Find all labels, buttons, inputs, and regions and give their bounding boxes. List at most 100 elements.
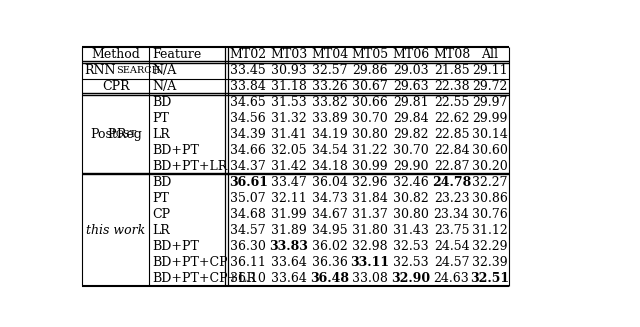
Text: 31.99: 31.99 bbox=[271, 208, 307, 221]
Text: 23.75: 23.75 bbox=[434, 224, 469, 237]
Text: 33.89: 33.89 bbox=[312, 112, 348, 125]
Text: P: P bbox=[108, 128, 116, 141]
Text: 24.63: 24.63 bbox=[434, 271, 469, 284]
Text: 22.62: 22.62 bbox=[434, 112, 469, 125]
Text: 34.68: 34.68 bbox=[230, 208, 266, 221]
Text: 29.90: 29.90 bbox=[393, 160, 429, 173]
Text: 31.84: 31.84 bbox=[352, 192, 388, 205]
Text: 30.80: 30.80 bbox=[393, 208, 429, 221]
Text: N/A: N/A bbox=[152, 64, 177, 77]
Text: PT: PT bbox=[152, 112, 170, 125]
Text: 33.08: 33.08 bbox=[352, 271, 388, 284]
Text: 36.11: 36.11 bbox=[230, 256, 266, 268]
Text: 36.04: 36.04 bbox=[312, 176, 348, 189]
Text: BD: BD bbox=[152, 176, 172, 189]
Text: MT05: MT05 bbox=[351, 48, 388, 61]
Text: 32.46: 32.46 bbox=[393, 176, 429, 189]
Text: 33.64: 33.64 bbox=[271, 271, 307, 284]
Text: 30.93: 30.93 bbox=[271, 64, 307, 77]
Text: 34.39: 34.39 bbox=[230, 128, 266, 141]
Text: 29.11: 29.11 bbox=[472, 64, 508, 77]
Text: 32.96: 32.96 bbox=[353, 176, 388, 189]
Text: 30.66: 30.66 bbox=[352, 96, 388, 109]
Text: 32.29: 32.29 bbox=[472, 240, 508, 253]
Text: BD+PT: BD+PT bbox=[152, 144, 199, 157]
Text: 30.70: 30.70 bbox=[393, 144, 429, 157]
Text: 29.84: 29.84 bbox=[393, 112, 429, 125]
Text: 31.42: 31.42 bbox=[271, 160, 307, 173]
Text: 34.54: 34.54 bbox=[312, 144, 348, 157]
Text: 36.48: 36.48 bbox=[310, 271, 349, 284]
Text: 31.80: 31.80 bbox=[352, 224, 388, 237]
Text: BD: BD bbox=[152, 96, 172, 109]
Text: 36.61: 36.61 bbox=[228, 176, 268, 189]
Text: 36.36: 36.36 bbox=[312, 256, 348, 268]
Text: 31.12: 31.12 bbox=[472, 224, 508, 237]
Text: RNN: RNN bbox=[84, 64, 116, 77]
Text: Method: Method bbox=[92, 48, 140, 61]
Text: 32.39: 32.39 bbox=[472, 256, 508, 268]
Text: 29.63: 29.63 bbox=[393, 80, 429, 93]
Text: 31.22: 31.22 bbox=[353, 144, 388, 157]
Text: 30.67: 30.67 bbox=[352, 80, 388, 93]
Text: 32.90: 32.90 bbox=[391, 271, 430, 284]
Text: 30.80: 30.80 bbox=[352, 128, 388, 141]
Text: 32.57: 32.57 bbox=[312, 64, 348, 77]
Text: 31.53: 31.53 bbox=[271, 96, 307, 109]
Text: 31.32: 31.32 bbox=[271, 112, 307, 125]
Text: 36.30: 36.30 bbox=[230, 240, 266, 253]
Text: 33.26: 33.26 bbox=[312, 80, 348, 93]
Text: 22.87: 22.87 bbox=[434, 160, 469, 173]
Text: 30.70: 30.70 bbox=[352, 112, 388, 125]
Text: 34.95: 34.95 bbox=[312, 224, 348, 237]
Text: 30.14: 30.14 bbox=[472, 128, 508, 141]
Text: CPR: CPR bbox=[102, 80, 130, 93]
Text: 29.97: 29.97 bbox=[472, 96, 508, 109]
Text: 23.23: 23.23 bbox=[434, 192, 469, 205]
Text: 30.82: 30.82 bbox=[393, 192, 429, 205]
Text: N/A: N/A bbox=[152, 80, 177, 93]
Text: 35.07: 35.07 bbox=[230, 192, 266, 205]
Text: 34.67: 34.67 bbox=[312, 208, 348, 221]
Text: 29.72: 29.72 bbox=[472, 80, 508, 93]
Text: 32.27: 32.27 bbox=[472, 176, 508, 189]
Text: 34.18: 34.18 bbox=[312, 160, 348, 173]
Text: 24.54: 24.54 bbox=[434, 240, 469, 253]
Text: 33.82: 33.82 bbox=[312, 96, 348, 109]
Text: this work: this work bbox=[86, 224, 145, 237]
Text: 21.85: 21.85 bbox=[434, 64, 469, 77]
Text: BD+PT+CP+LR: BD+PT+CP+LR bbox=[152, 271, 257, 284]
Text: 24.57: 24.57 bbox=[434, 256, 469, 268]
Text: 23.34: 23.34 bbox=[434, 208, 469, 221]
Text: 30.76: 30.76 bbox=[472, 208, 508, 221]
Text: 31.43: 31.43 bbox=[393, 224, 429, 237]
Text: 30.20: 30.20 bbox=[472, 160, 508, 173]
Text: 34.56: 34.56 bbox=[230, 112, 266, 125]
Text: 34.37: 34.37 bbox=[230, 160, 266, 173]
Text: 32.11: 32.11 bbox=[271, 192, 307, 205]
Text: PostReg: PostReg bbox=[90, 128, 142, 141]
Text: 29.82: 29.82 bbox=[393, 128, 429, 141]
Text: 31.41: 31.41 bbox=[271, 128, 307, 141]
Text: 22.38: 22.38 bbox=[434, 80, 469, 93]
Text: 33.83: 33.83 bbox=[269, 240, 308, 253]
Text: 32.51: 32.51 bbox=[470, 271, 509, 284]
Text: OST: OST bbox=[116, 130, 137, 139]
Text: BD+PT: BD+PT bbox=[152, 240, 199, 253]
Text: 32.05: 32.05 bbox=[271, 144, 307, 157]
Text: 32.98: 32.98 bbox=[353, 240, 388, 253]
Text: 34.66: 34.66 bbox=[230, 144, 266, 157]
Text: 30.99: 30.99 bbox=[353, 160, 388, 173]
Text: 30.60: 30.60 bbox=[472, 144, 508, 157]
Text: 31.89: 31.89 bbox=[271, 224, 307, 237]
Text: 32.53: 32.53 bbox=[393, 256, 429, 268]
Text: CP: CP bbox=[152, 208, 170, 221]
Text: 33.47: 33.47 bbox=[271, 176, 307, 189]
Text: 29.86: 29.86 bbox=[353, 64, 388, 77]
Text: 36.02: 36.02 bbox=[312, 240, 348, 253]
Text: 29.99: 29.99 bbox=[472, 112, 508, 125]
Text: MT08: MT08 bbox=[433, 48, 470, 61]
Text: 22.84: 22.84 bbox=[434, 144, 469, 157]
Text: 34.57: 34.57 bbox=[230, 224, 266, 237]
Text: BD+PT+LR: BD+PT+LR bbox=[152, 160, 228, 173]
